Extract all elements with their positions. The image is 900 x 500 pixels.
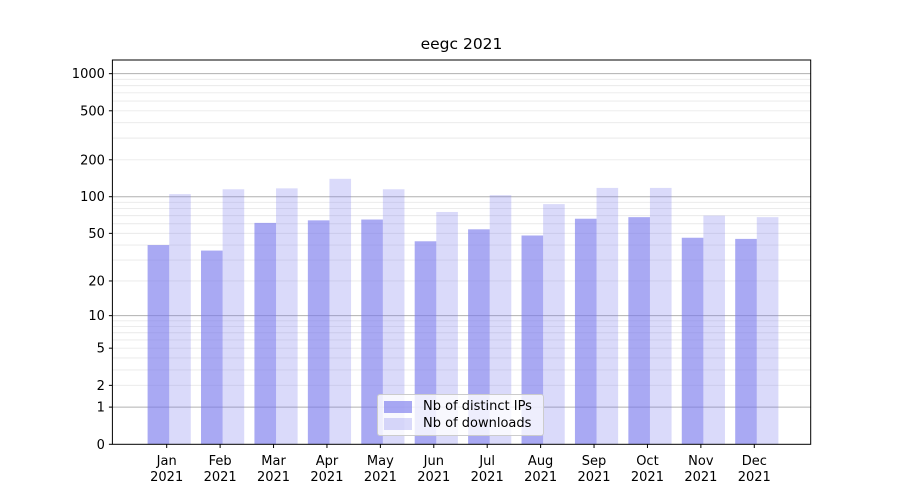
x-tick-label-month: Nov: [688, 454, 714, 469]
bar-downloads: [169, 194, 191, 445]
bar-distinct-ips: [254, 222, 277, 445]
legend-item-distinct-ips: Nb of distinct IPs: [384, 400, 543, 413]
bar-downloads: [382, 189, 405, 445]
x-tick-label-month: Mar: [261, 454, 286, 469]
y-tick-label: 50: [88, 227, 105, 242]
bar-downloads: [489, 195, 512, 445]
y-tick-label: 5: [97, 342, 105, 357]
legend-swatch-distinct-ips: [384, 400, 412, 413]
x-tick-label-year: 2021: [631, 470, 664, 485]
x-tick-label-year: 2021: [364, 470, 397, 485]
x-tick-label-year: 2021: [577, 470, 610, 485]
x-tick-label-month: Jul: [478, 454, 495, 469]
x-tick-label-year: 2021: [257, 470, 290, 485]
bar-distinct-ips: [201, 250, 223, 445]
bar-downloads: [649, 187, 672, 445]
bar-downloads: [436, 211, 458, 445]
bar-distinct-ips: [735, 238, 757, 445]
x-tick-label-year: 2021: [417, 470, 450, 485]
bar-distinct-ips: [414, 241, 437, 445]
x-tick-label-year: 2021: [471, 470, 504, 485]
x-tick-label-year: 2021: [738, 470, 771, 485]
bar-downloads: [703, 215, 725, 445]
x-tick-label-month: Feb: [209, 454, 232, 469]
bar-distinct-ips: [147, 245, 170, 445]
bar-downloads: [276, 188, 298, 445]
x-tick-label-year: 2021: [310, 470, 343, 485]
x-tick-label-month: Jan: [156, 454, 177, 469]
bar-downloads: [756, 217, 779, 445]
x-tick-label-month: Dec: [742, 454, 767, 469]
legend-label-distinct-ips: Nb of distinct IPs: [423, 399, 532, 414]
y-tick-label: 20: [88, 274, 105, 289]
x-tick-label-year: 2021: [524, 470, 557, 485]
x-tick-label-year: 2021: [684, 470, 717, 485]
bar-distinct-ips: [521, 235, 544, 445]
legend-swatch-downloads: [384, 417, 412, 430]
y-tick-label: 100: [80, 190, 105, 205]
chart-title: eegc 2021: [420, 35, 503, 53]
y-tick-label: 1: [97, 401, 105, 416]
y-tick-label: 200: [80, 153, 105, 168]
bar-distinct-ips: [361, 219, 383, 445]
legend-label-downloads: Nb of downloads: [423, 416, 532, 431]
x-tick-label-year: 2021: [204, 470, 237, 485]
bar-downloads: [329, 178, 352, 445]
y-tick-label: 2: [97, 379, 105, 394]
bar-distinct-ips: [574, 218, 597, 445]
legend-item-downloads: Nb of downloads: [384, 417, 543, 430]
bar-downloads: [596, 187, 619, 445]
y-tick-label: 0: [97, 438, 105, 453]
x-tick-label-month: Jun: [423, 454, 444, 469]
x-tick-label-month: Aug: [528, 454, 553, 469]
bar-distinct-ips: [628, 217, 650, 445]
bar-distinct-ips: [468, 229, 490, 445]
x-tick-label-year: 2021: [150, 470, 183, 485]
bar-downloads: [543, 204, 565, 445]
x-tick-label-month: Oct: [636, 454, 658, 469]
y-tick-label: 1000: [72, 67, 105, 82]
bar-distinct-ips: [307, 220, 330, 445]
y-tick-label: 10: [88, 309, 105, 324]
x-tick-label-month: Sep: [582, 454, 607, 469]
x-tick-label-month: Apr: [316, 454, 339, 469]
legend: Nb of distinct IPs Nb of downloads: [377, 394, 544, 436]
bar-distinct-ips: [681, 237, 704, 445]
y-tick-label: 500: [80, 104, 105, 119]
x-tick-label-month: May: [367, 454, 394, 469]
bar-downloads: [222, 189, 245, 445]
axes-frame: [111, 59, 812, 445]
